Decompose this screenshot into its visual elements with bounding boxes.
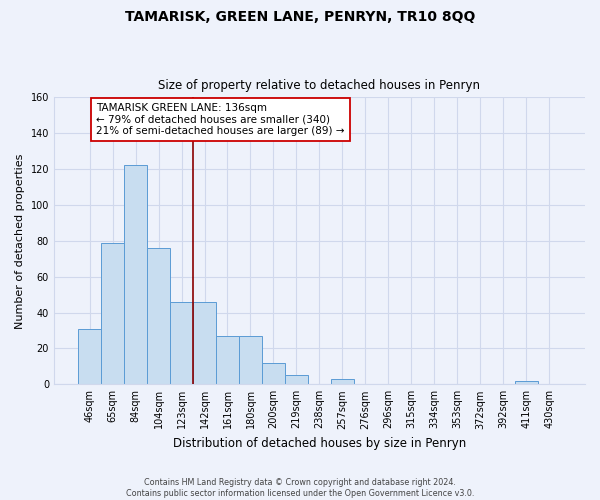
Text: TAMARISK, GREEN LANE, PENRYN, TR10 8QQ: TAMARISK, GREEN LANE, PENRYN, TR10 8QQ: [125, 10, 475, 24]
Bar: [331, 379, 354, 384]
Bar: [170, 302, 193, 384]
X-axis label: Distribution of detached houses by size in Penryn: Distribution of detached houses by size …: [173, 437, 466, 450]
Title: Size of property relative to detached houses in Penryn: Size of property relative to detached ho…: [158, 79, 481, 92]
Bar: [239, 336, 262, 384]
Bar: [262, 363, 285, 384]
Bar: [285, 376, 308, 384]
Bar: [78, 328, 101, 384]
Bar: [101, 242, 124, 384]
Bar: [515, 380, 538, 384]
Bar: [216, 336, 239, 384]
Bar: [124, 166, 147, 384]
Y-axis label: Number of detached properties: Number of detached properties: [15, 153, 25, 328]
Text: TAMARISK GREEN LANE: 136sqm
← 79% of detached houses are smaller (340)
21% of se: TAMARISK GREEN LANE: 136sqm ← 79% of det…: [97, 102, 345, 136]
Bar: [147, 248, 170, 384]
Bar: [193, 302, 216, 384]
Text: Contains HM Land Registry data © Crown copyright and database right 2024.
Contai: Contains HM Land Registry data © Crown c…: [126, 478, 474, 498]
